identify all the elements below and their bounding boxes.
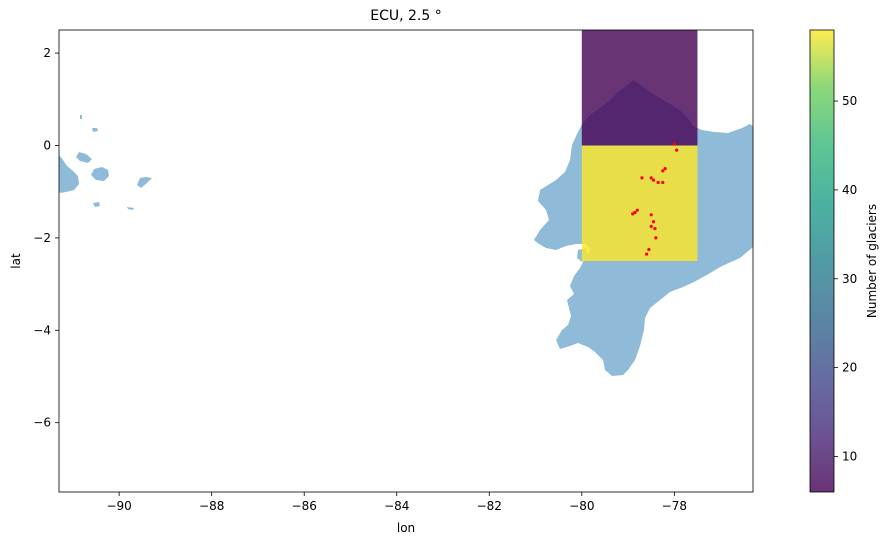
glacier-point (649, 176, 653, 180)
glacier-point (675, 148, 679, 152)
x-tick-label: −88 (199, 499, 224, 513)
galapagos-espanola (127, 207, 134, 210)
x-tick-label: −82 (477, 499, 502, 513)
heatmap-cells (581, 30, 698, 261)
glacier-point (649, 213, 653, 217)
galapagos-santa-cruz (91, 167, 109, 181)
glacier-point (672, 142, 676, 146)
glacier-point (651, 178, 656, 182)
colorbar-tick-label: 20 (842, 361, 857, 375)
galapagos-san-cristobal (137, 177, 152, 188)
glacier-point (644, 252, 649, 256)
x-tick-label: −78 (662, 499, 687, 513)
glacier-point (663, 167, 667, 171)
galapagos-marchena (92, 128, 98, 132)
glacier-point (654, 236, 658, 240)
y-tick-label: −2 (33, 231, 51, 245)
galapagos-pinta (80, 115, 82, 119)
colorbar-tick-label: 10 (842, 449, 857, 463)
x-axis: −90 −88 −86 −84 −82 −80 −78 (106, 492, 687, 513)
x-tick-label: −84 (384, 499, 409, 513)
glacier-point (647, 247, 651, 252)
x-tick-label: −86 (292, 499, 317, 513)
colorbar-frame (809, 29, 835, 493)
chart-title: ECU, 2.5 ° (370, 8, 441, 24)
grid-cell-2 (581, 145, 698, 261)
glacier-point (633, 210, 637, 215)
y-tick-label: 0 (43, 139, 51, 153)
glacier-point (640, 176, 644, 180)
glacier-points (631, 142, 679, 256)
glacier-point (661, 169, 665, 173)
colorbar-tick-label: 50 (842, 94, 857, 108)
glacier-point (651, 220, 656, 224)
colorbar-ticks: 10 20 30 40 50 (834, 94, 857, 463)
plot-frame (58, 29, 754, 493)
grid-cell-1 (581, 30, 698, 146)
x-tick-label: −80 (569, 499, 594, 513)
y-axis: 2 0 −2 −4 −6 (33, 46, 59, 430)
y-tick-label: −4 (33, 323, 51, 337)
colorbar: 10 20 30 40 50 Number of glaciers (809, 29, 879, 493)
galapagos-santiago (76, 152, 92, 163)
glacier-point (661, 180, 665, 185)
galapagos-floreana (93, 202, 100, 207)
colorbar-label: Number of glaciers (865, 204, 879, 318)
y-tick-label: −6 (33, 416, 51, 430)
glacier-point (656, 180, 660, 185)
x-axis-label: lon (397, 521, 415, 535)
x-tick-label: −90 (106, 499, 131, 513)
y-tick-label: 2 (43, 46, 51, 60)
y-axis-label: lat (9, 253, 23, 269)
glacier-point (635, 208, 639, 212)
colorbar-tick-label: 30 (842, 272, 857, 286)
colorbar-gradient (810, 30, 834, 492)
glacier-point (649, 224, 653, 228)
colorbar-tick-label: 40 (842, 183, 857, 197)
glacier-point (631, 212, 635, 216)
galapagos-isabela (59, 155, 79, 193)
glacier-point (653, 227, 657, 231)
plot-area (59, 30, 753, 492)
